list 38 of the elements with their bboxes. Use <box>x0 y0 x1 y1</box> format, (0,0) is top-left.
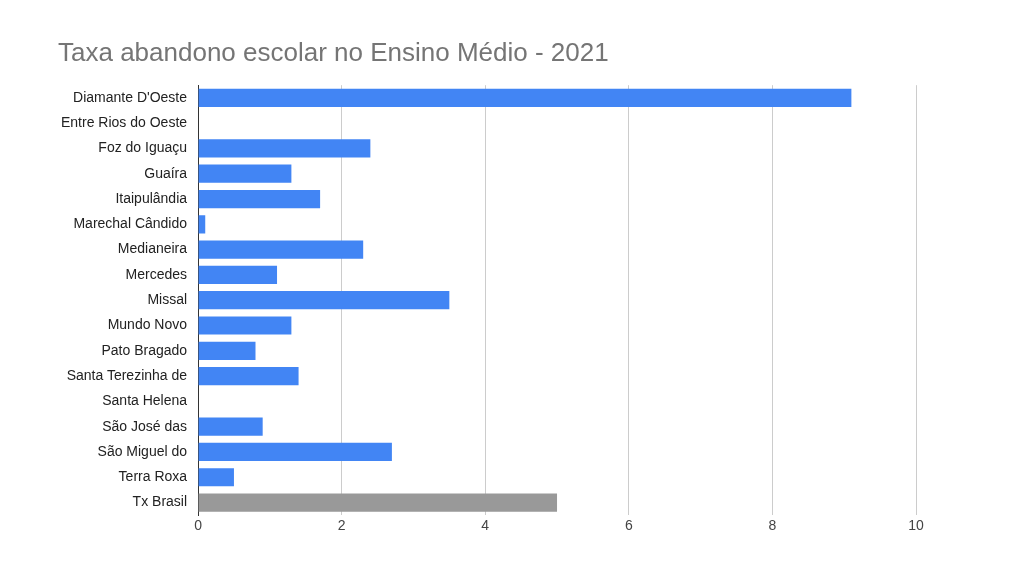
y-tick-label: Tx Brasil <box>132 493 188 510</box>
y-tick-label: Santa Helena <box>102 392 188 409</box>
x-tick-label: 8 <box>768 517 777 534</box>
bar <box>198 341 256 360</box>
y-tick-label: Missal <box>147 291 188 308</box>
x-tick-label: 4 <box>481 517 490 534</box>
bar <box>198 139 371 158</box>
bar <box>198 88 852 107</box>
bar <box>198 189 321 209</box>
x-tick-label: 10 <box>908 517 924 534</box>
y-tick-label: São José das <box>102 417 188 434</box>
y-tick-label: Medianeira <box>117 240 188 257</box>
y-tick-label: Itaipulândia <box>115 189 188 206</box>
bar <box>198 468 234 487</box>
bar <box>198 291 450 310</box>
bar <box>198 493 558 512</box>
bar <box>198 265 278 285</box>
bar <box>198 417 263 436</box>
y-tick-label: Foz do Iguaçu <box>98 139 188 156</box>
y-tick-label: Guaíra <box>144 164 188 181</box>
bar <box>198 164 292 183</box>
bar <box>198 366 299 386</box>
x-tick-label: 6 <box>624 517 633 534</box>
y-tick-label: Mercedes <box>125 265 188 282</box>
y-tick-label: Pato Bragado <box>101 341 188 358</box>
y-tick-label: Mundo Novo <box>107 316 188 333</box>
y-tick-label: Entre Rios do Oeste <box>61 114 188 130</box>
bar <box>198 240 364 259</box>
bar <box>198 316 292 335</box>
y-tick-label: Terra Roxa <box>118 468 188 485</box>
chart-title: Taxa abandono escolar no Ensino Médio - 2021 <box>58 36 609 67</box>
y-tick-label: Marechal Cândido <box>73 215 188 232</box>
x-tick-label: 2 <box>337 517 346 534</box>
bar <box>198 442 392 462</box>
y-tick-label: São Miguel do <box>97 442 188 459</box>
y-tick-label: Diamante D'Oeste <box>73 88 188 105</box>
y-tick-label: Santa Terezinha de <box>66 366 188 383</box>
x-tick-label: 0 <box>194 517 203 534</box>
